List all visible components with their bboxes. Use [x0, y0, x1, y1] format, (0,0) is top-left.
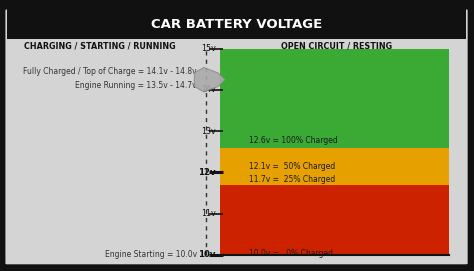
Text: 10v: 10v [198, 250, 216, 259]
Text: 14v: 14v [201, 85, 216, 95]
Text: 11.7v =  25% Charged: 11.7v = 25% Charged [249, 175, 335, 184]
Text: CHARGING / STARTING / RUNNING: CHARGING / STARTING / RUNNING [24, 41, 175, 51]
Polygon shape [194, 67, 225, 92]
Text: CAR BATTERY VOLTAGE: CAR BATTERY VOLTAGE [151, 18, 323, 31]
Bar [220, 185, 449, 255]
Text: 11v: 11v [201, 209, 216, 218]
Text: 15v: 15v [201, 44, 216, 53]
Text: 10.0v =   0% Charged: 10.0v = 0% Charged [249, 249, 333, 258]
Text: 12.1v =  50% Charged: 12.1v = 50% Charged [249, 162, 335, 171]
Bar [7, 9, 466, 39]
Text: Engine Starting = 10.0v: Engine Starting = 10.0v [105, 250, 197, 259]
Text: OPEN CIRCUIT / RESTING: OPEN CIRCUIT / RESTING [281, 41, 392, 51]
Bar [220, 49, 449, 148]
Text: Engine Running = 13.5v - 14.7v: Engine Running = 13.5v - 14.7v [75, 81, 197, 90]
Bar [220, 148, 449, 185]
Bar [327, 0, 370, 11]
Bar [83, 0, 126, 11]
Text: Fully Charged / Top of Charge = 14.1v - 14.8v: Fully Charged / Top of Charge = 14.1v - … [23, 67, 197, 76]
Text: 12v: 12v [198, 168, 216, 177]
Text: 13v: 13v [201, 127, 216, 136]
FancyBboxPatch shape [3, 7, 470, 266]
Text: 12.6v = 100% Charged: 12.6v = 100% Charged [249, 136, 337, 145]
